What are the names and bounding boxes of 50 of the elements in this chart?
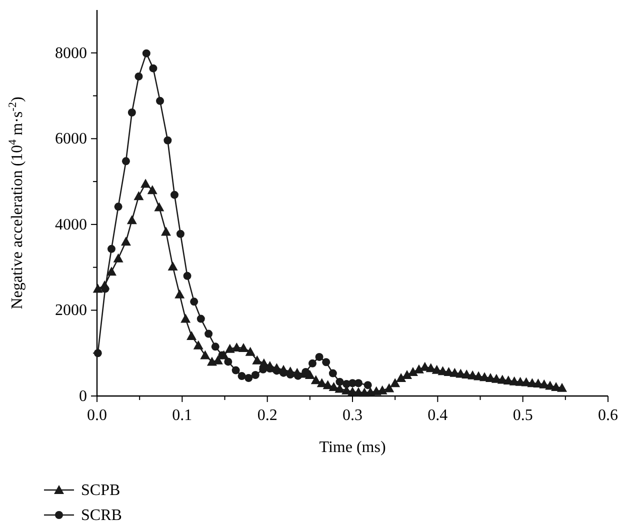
point: [156, 96, 164, 105]
x-tick-label: 0.3: [342, 407, 362, 424]
point: [244, 374, 253, 382]
x-tick-label: 0.2: [257, 407, 278, 424]
x-tick-label: 0.5: [512, 407, 533, 424]
point: [196, 314, 205, 323]
x-tick-label: 0.6: [598, 407, 618, 424]
point: [176, 230, 184, 238]
point: [218, 351, 226, 360]
point: [322, 358, 330, 366]
point: [107, 244, 116, 253]
point: [170, 190, 178, 199]
point: [336, 378, 344, 386]
point: [114, 202, 122, 211]
point: [272, 366, 281, 375]
point: [251, 370, 260, 379]
point: [364, 381, 372, 390]
point: [280, 368, 288, 377]
x-axis-title: Time (ms): [319, 439, 386, 456]
point: [354, 379, 362, 388]
point: [142, 49, 150, 58]
point: [328, 369, 337, 378]
point: [315, 352, 324, 361]
point: [266, 364, 274, 373]
point: [294, 372, 302, 380]
y-tick-label: 0: [79, 388, 87, 405]
point: [122, 157, 130, 166]
point: [134, 72, 143, 80]
point: [128, 108, 136, 117]
y-tick-label: 2000: [55, 302, 87, 320]
x-tick-label: 0.4: [428, 407, 448, 424]
legend-label: SCPB: [81, 482, 120, 499]
point: [224, 358, 232, 366]
point: [232, 366, 240, 374]
point: [238, 372, 246, 380]
point: [149, 64, 158, 72]
point: [190, 298, 198, 306]
point: [308, 359, 316, 368]
y-tick-label: 4000: [55, 216, 87, 234]
point: [204, 330, 213, 338]
y-tick-label: 8000: [55, 44, 87, 62]
point: [164, 136, 172, 144]
point: [211, 342, 220, 351]
point: [101, 284, 110, 293]
y-tick-label: 6000: [55, 130, 87, 148]
point: [94, 349, 102, 358]
x-tick-label: 0.0: [87, 407, 107, 424]
point: [183, 272, 192, 280]
x-tick-label: 0.1: [172, 407, 192, 424]
legend-label: SCRB: [81, 507, 122, 524]
